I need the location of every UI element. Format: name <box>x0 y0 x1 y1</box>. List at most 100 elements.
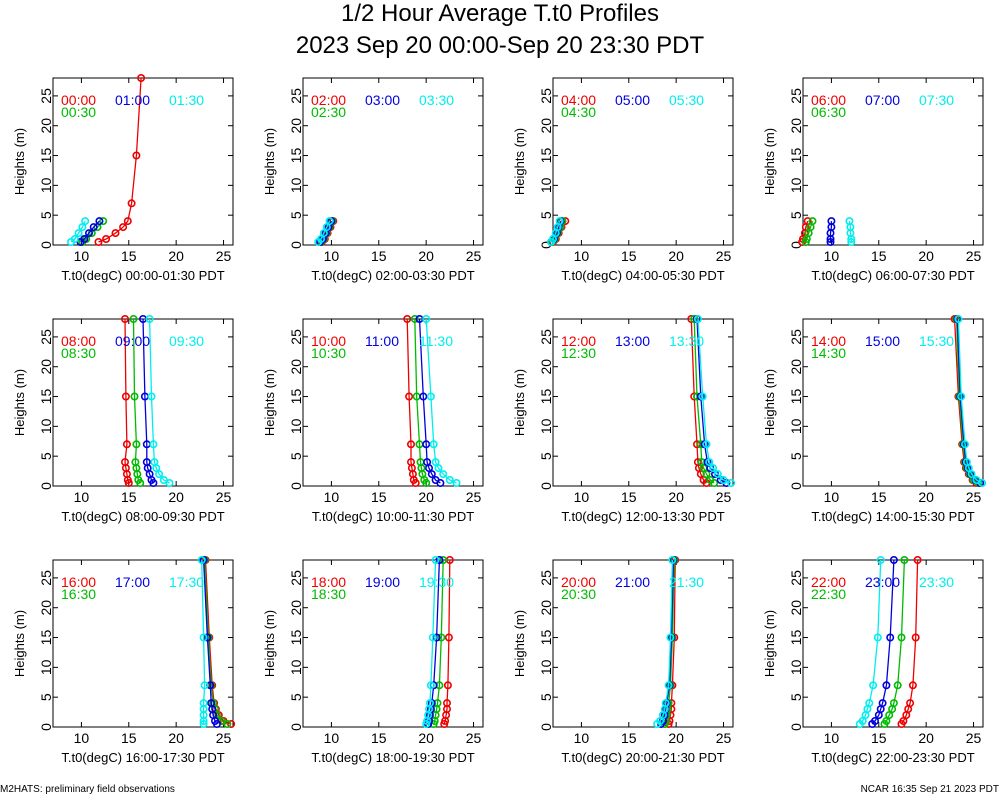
y-tick-label: 0 <box>288 482 304 490</box>
data-point <box>159 475 168 484</box>
legend-entry: 08:30 <box>61 345 96 361</box>
data-point <box>130 392 139 401</box>
data-point <box>70 235 79 244</box>
y-tick-label: 20 <box>538 118 554 134</box>
data-point <box>429 440 438 449</box>
y-tick-label: 15 <box>38 148 54 164</box>
y-tick-label: 0 <box>288 241 304 249</box>
legend-entry: 14:00 <box>811 333 846 349</box>
y-tick-label: 10 <box>288 418 304 434</box>
x-tick-label: 15 <box>871 248 887 264</box>
y-tick-label: 5 <box>788 452 804 460</box>
data-point <box>962 458 971 467</box>
data-point <box>847 238 856 247</box>
x-tick-label: 25 <box>216 730 232 746</box>
data-point <box>443 681 452 690</box>
data-point <box>885 711 894 720</box>
x-axis-label: T.t0(degC) 06:00-07:30 PDT <box>811 268 974 283</box>
legend-entry: 23:30 <box>919 574 954 590</box>
x-tick-label: 20 <box>168 489 184 505</box>
y-tick-label: 5 <box>38 693 54 701</box>
y-tick-label: 15 <box>288 148 304 164</box>
data-point <box>149 440 158 449</box>
x-tick-label: 15 <box>621 730 637 746</box>
footer-right: NCAR 16:35 Sep 21 2023 PDT <box>861 784 999 795</box>
y-tick-label: 15 <box>288 389 304 405</box>
legend-entry: 13:00 <box>615 333 650 349</box>
x-tick-label: 10 <box>824 730 840 746</box>
profile-panel: 10 15 20 25 0 5 10 15 20 25 T.t0(degC) 12:00-13:30… <box>512 314 736 524</box>
y-axis-label: Heights (m) <box>762 610 777 677</box>
data-point <box>406 458 415 467</box>
y-axis-label: Heights (m) <box>12 369 27 436</box>
legend-entry: 03:00 <box>365 92 400 108</box>
legend-entry: 21:00 <box>615 574 650 590</box>
data-point <box>428 633 437 642</box>
data-point <box>845 217 854 226</box>
x-tick-label: 10 <box>74 730 90 746</box>
plot-frame <box>302 559 484 728</box>
y-axis-label: Heights (m) <box>12 610 27 677</box>
data-point <box>889 699 898 708</box>
x-tick-label: 10 <box>574 489 590 505</box>
series-line <box>956 318 981 484</box>
data-point <box>709 464 718 473</box>
profile-panel: 10 15 20 25 0 5 10 15 20 25 T.t0(degC) 02:00-03:30… <box>262 77 484 283</box>
legend-entry: 01:30 <box>169 92 204 108</box>
y-tick-label: 15 <box>38 630 54 646</box>
data-point <box>442 699 451 708</box>
y-tick-label: 5 <box>538 452 554 460</box>
x-tick-label: 25 <box>716 248 732 264</box>
legend-entry: 08:00 <box>61 333 96 349</box>
data-point <box>200 681 209 690</box>
x-tick-label: 10 <box>324 730 340 746</box>
profile-panel: 10 15 20 25 0 5 10 15 20 25 T.t0(degC) 22:00-23:30… <box>762 555 984 765</box>
data-point <box>911 633 920 642</box>
legend-entry: 19:00 <box>365 574 400 590</box>
data-point <box>706 475 715 484</box>
plot-frame <box>52 559 234 728</box>
legend-entry: 05:30 <box>669 92 704 108</box>
data-point <box>145 314 154 323</box>
y-tick-label: 20 <box>788 359 804 375</box>
x-tick-label: 10 <box>74 489 90 505</box>
legend-entry: 22:30 <box>811 586 846 602</box>
profile-panel: 10 15 20 25 0 5 10 15 20 25 T.t0(degC) 16:00-17:30… <box>12 555 236 765</box>
data-point <box>713 470 722 479</box>
y-axis-label: Heights (m) <box>762 369 777 436</box>
y-tick-label: 25 <box>538 329 554 345</box>
legend-entry: 10:30 <box>311 345 346 361</box>
y-tick-label: 25 <box>788 570 804 586</box>
y-tick-label: 0 <box>788 241 804 249</box>
y-tick-label: 15 <box>38 389 54 405</box>
legend-entry: 21:30 <box>669 574 704 590</box>
y-tick-label: 0 <box>38 723 54 731</box>
y-tick-label: 25 <box>288 88 304 104</box>
y-tick-label: 25 <box>288 329 304 345</box>
data-point <box>425 699 434 708</box>
data-point <box>129 314 138 323</box>
legend-entry: 18:30 <box>311 586 346 602</box>
profile-panel: 10 15 20 25 0 5 10 15 20 25 T.t0(degC) 10:00-11:30… <box>262 314 484 524</box>
y-tick-label: 5 <box>288 452 304 460</box>
x-axis-label: T.t0(degC) 18:00-19:30 PDT <box>311 750 474 765</box>
data-point <box>410 314 419 323</box>
legend-entry: 02:30 <box>311 104 346 120</box>
y-tick-label: 10 <box>288 177 304 193</box>
data-point <box>957 392 966 401</box>
data-point <box>199 699 208 708</box>
x-tick-label: 20 <box>418 730 434 746</box>
x-axis-label: T.t0(degC) 04:00-05:30 PDT <box>561 268 724 283</box>
data-point <box>869 681 878 690</box>
data-point <box>422 440 431 449</box>
legend-entry: 16:30 <box>61 586 96 602</box>
x-tick-label: 10 <box>74 248 90 264</box>
legend-entry: 13:30 <box>669 333 704 349</box>
data-point <box>434 464 443 473</box>
data-point <box>913 555 922 564</box>
data-point <box>719 475 728 484</box>
data-point <box>893 681 902 690</box>
y-tick-label: 10 <box>38 659 54 675</box>
data-point <box>142 458 151 467</box>
x-tick-label: 20 <box>668 489 684 505</box>
